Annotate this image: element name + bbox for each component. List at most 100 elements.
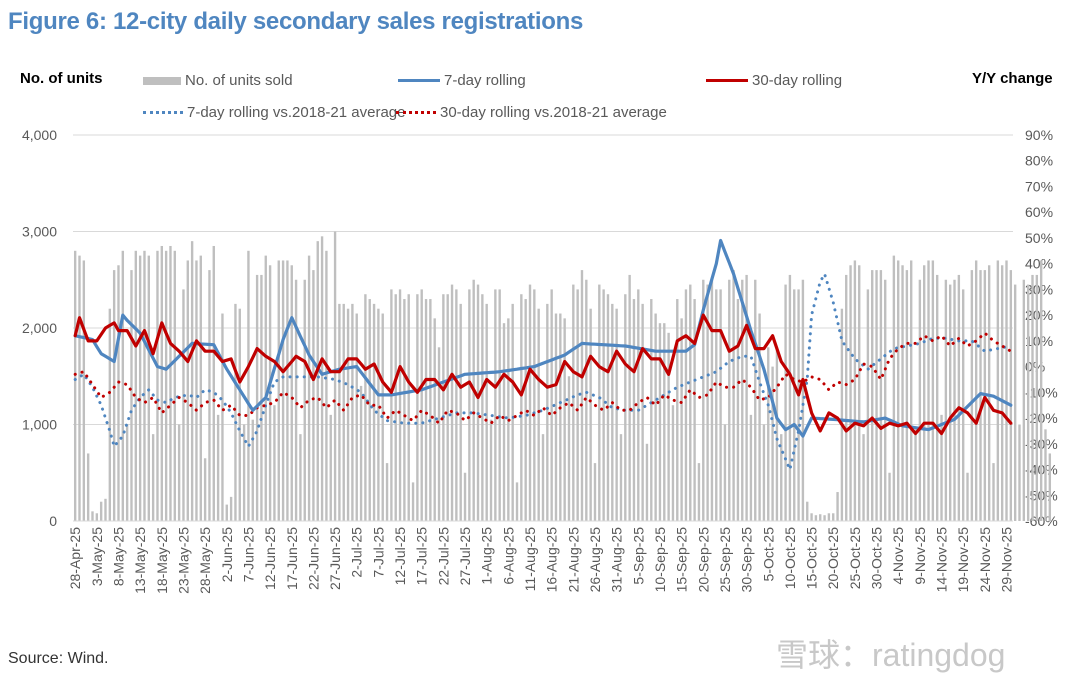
bar xyxy=(416,294,419,521)
x-tick-label: 23-May-25 xyxy=(175,527,191,594)
bar xyxy=(403,299,406,521)
bar xyxy=(940,414,943,521)
bar xyxy=(364,294,367,521)
bar xyxy=(476,284,480,521)
bar xyxy=(377,308,380,521)
bar xyxy=(624,294,627,521)
bar xyxy=(1009,270,1013,521)
bar xyxy=(645,443,649,521)
bar xyxy=(572,284,575,521)
bar xyxy=(299,434,302,521)
legend-item-7day-vs-avg: 7-day rolling vs.2018-21 average xyxy=(143,104,405,121)
bar xyxy=(689,284,692,521)
bar xyxy=(871,270,874,521)
bar xyxy=(710,279,714,521)
bar xyxy=(385,463,389,521)
bar xyxy=(1018,424,1021,521)
bar xyxy=(82,260,86,521)
bar xyxy=(897,260,900,521)
bar xyxy=(524,299,527,521)
bar xyxy=(520,294,523,521)
bar xyxy=(286,260,289,521)
bar xyxy=(351,303,354,521)
bar xyxy=(73,250,77,522)
bar xyxy=(169,245,172,521)
bar xyxy=(108,308,112,521)
bar xyxy=(1044,429,1047,521)
bar xyxy=(619,434,623,521)
x-tick-label: 10-Oct-25 xyxy=(782,527,798,589)
bar xyxy=(273,405,276,521)
bar xyxy=(394,294,397,521)
bar xyxy=(91,511,94,521)
bar xyxy=(225,504,228,521)
bar xyxy=(242,424,246,521)
bar xyxy=(663,323,666,521)
bar xyxy=(359,385,363,521)
bar xyxy=(182,289,185,521)
bar xyxy=(528,284,532,521)
x-tick-label: 7-Jul-25 xyxy=(370,527,386,578)
bar xyxy=(130,270,133,521)
bar xyxy=(151,434,155,521)
x-tick-label: 28-May-25 xyxy=(197,527,213,594)
bar xyxy=(260,274,263,521)
bar xyxy=(342,303,345,521)
bar xyxy=(494,289,497,521)
x-tick-label: 10-Sep-25 xyxy=(652,527,668,593)
bar xyxy=(974,260,978,521)
y-tick-label: 2,000 xyxy=(22,320,57,336)
x-tick-label: 29-Nov-25 xyxy=(999,527,1015,593)
bar xyxy=(862,434,865,521)
bar xyxy=(559,313,562,521)
bar xyxy=(658,323,662,521)
bar xyxy=(515,482,519,521)
bar xyxy=(247,250,250,522)
bar xyxy=(550,289,553,521)
bar xyxy=(212,245,215,521)
x-tick-label: 28-Apr-25 xyxy=(67,527,83,589)
x-tick-label: 12-Jul-25 xyxy=(392,527,408,586)
bar xyxy=(845,274,848,521)
bar xyxy=(433,318,436,521)
bar xyxy=(576,289,579,521)
bar xyxy=(554,313,558,521)
bar xyxy=(446,294,449,521)
bar xyxy=(125,424,129,521)
bar xyxy=(138,255,142,521)
x-tick-label: 11-Aug-25 xyxy=(522,527,538,592)
right-axis-title: Y/Y change xyxy=(972,70,1053,87)
legend-item-30day: 30-day rolling xyxy=(706,72,842,89)
bar xyxy=(498,289,501,521)
bar xyxy=(801,279,805,521)
legend-item-7day: 7-day rolling xyxy=(398,72,526,89)
x-tick-label: 30-Oct-25 xyxy=(869,527,885,589)
bar xyxy=(771,366,774,521)
bar xyxy=(676,299,679,521)
bar xyxy=(719,289,722,521)
bar xyxy=(294,279,298,521)
bar xyxy=(489,419,493,521)
legend-label: No. of units sold xyxy=(185,72,293,89)
bar xyxy=(758,313,761,521)
bar xyxy=(680,318,683,521)
bar xyxy=(827,513,831,521)
x-tick-label: 26-Aug-25 xyxy=(587,527,603,593)
bar xyxy=(693,299,696,521)
bar xyxy=(775,347,779,521)
bar xyxy=(953,279,956,521)
bar xyxy=(502,323,506,521)
bar xyxy=(463,472,467,521)
bar xyxy=(905,270,909,521)
bar xyxy=(567,376,571,521)
bar xyxy=(875,270,878,521)
bar xyxy=(1013,284,1017,521)
bar xyxy=(788,274,792,521)
bar xyxy=(996,260,1000,521)
x-tick-label: 13-May-25 xyxy=(132,527,148,594)
bar xyxy=(177,424,181,521)
bar xyxy=(325,250,328,522)
bar xyxy=(216,414,220,521)
bar xyxy=(511,303,514,521)
bar xyxy=(931,260,935,521)
